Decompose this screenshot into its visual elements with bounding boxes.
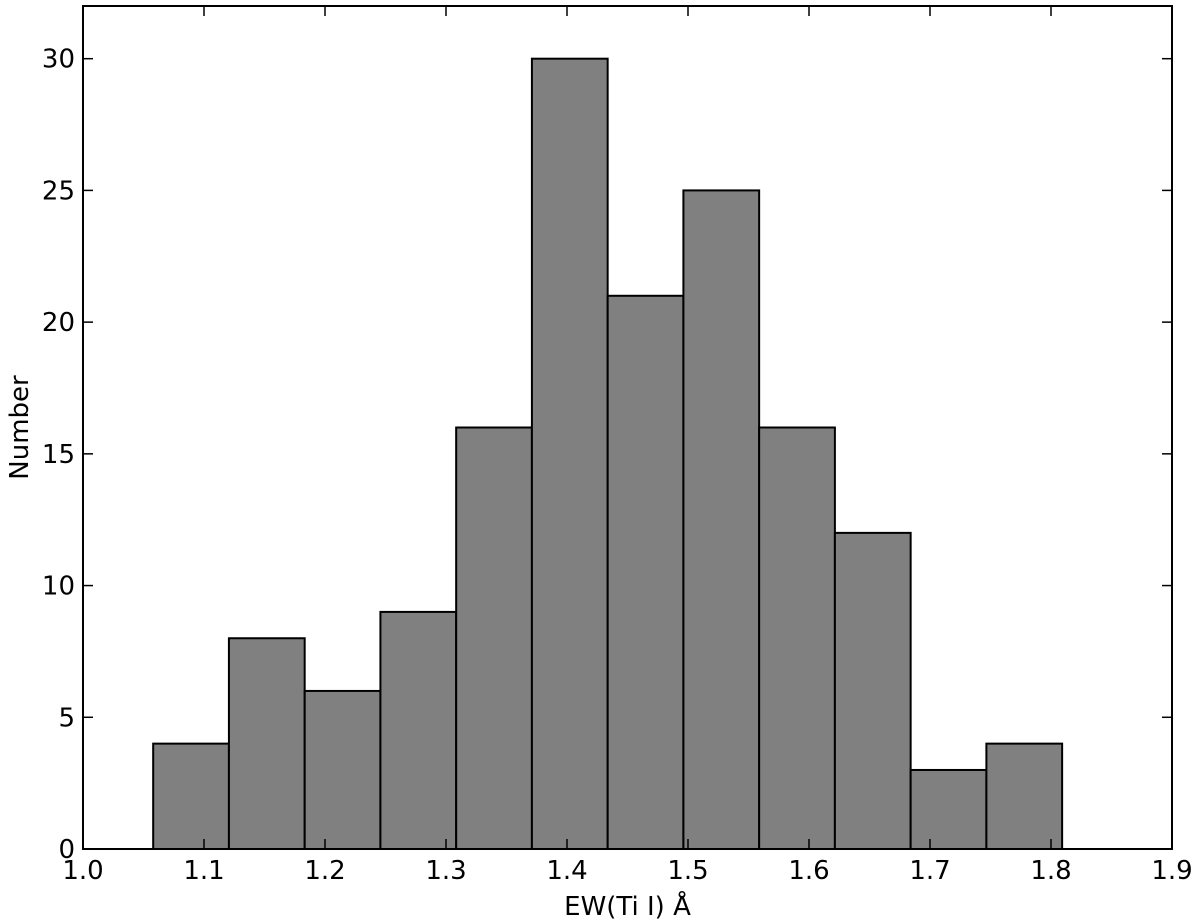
bars-group (152, 57, 1064, 850)
y-tick-label: 0 (58, 835, 75, 865)
histogram-bar (455, 426, 533, 850)
y-tick-label: 25 (42, 176, 75, 206)
x-tick-label: 1.5 (667, 856, 708, 886)
y-tick-label: 15 (42, 440, 75, 470)
x-tick-label: 1.1 (183, 856, 224, 886)
histogram-bar (379, 610, 458, 850)
x-axis-label: EW(Ti I) Å (564, 890, 691, 921)
x-tick-label: 1.6 (788, 856, 829, 886)
x-tick-label: 1.7 (909, 856, 950, 886)
tick-labels-group: 1.0 1.1 1.2 1.3 1.4 1.5 1.6 1.7 1.8 1.9 0 5 10 15 20 25… (42, 45, 1193, 886)
histogram-bar (303, 689, 382, 850)
y-tick-label: 10 (42, 572, 75, 602)
x-tick-label: 1.2 (304, 856, 345, 886)
histogram-bar (530, 57, 609, 850)
x-tick-label: 1.9 (1151, 856, 1192, 886)
y-tick-label: 30 (42, 45, 75, 75)
histogram-bar (682, 189, 761, 850)
histogram-bar (758, 426, 836, 850)
x-tick-label: 1.4 (546, 856, 587, 886)
y-tick-label: 5 (58, 703, 75, 733)
ticks-group (82, 6, 1173, 850)
y-tick-label: 20 (42, 308, 75, 338)
histogram-bar (227, 637, 306, 850)
x-tick-label: 1.0 (62, 856, 103, 886)
x-tick-label: 1.8 (1030, 856, 1071, 886)
histogram-bar (606, 294, 685, 850)
histogram-bar (985, 742, 1064, 850)
y-axis-label: Number (5, 375, 35, 480)
histogram-bar (909, 768, 988, 850)
plot-frame (82, 5, 1173, 850)
histogram-bar (152, 742, 230, 850)
x-tick-label: 1.3 (425, 856, 466, 886)
histogram-bar (833, 531, 912, 850)
